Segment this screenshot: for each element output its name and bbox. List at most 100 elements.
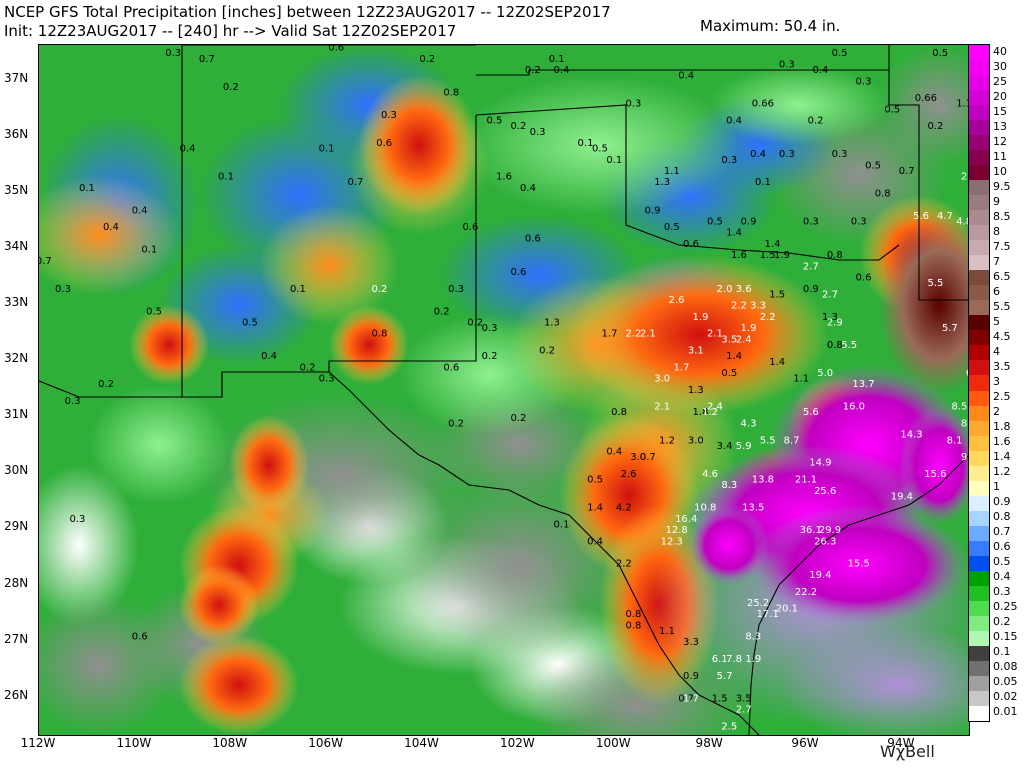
legend-label: 12 (993, 134, 1007, 148)
precip-value: 13.5 (742, 503, 764, 514)
precip-value: 5.6 (913, 211, 929, 222)
legend-swatch (969, 690, 989, 707)
precipitation-map: 0.30.70.30.10.40.50.20.40.70.30.20.40.10… (38, 44, 970, 736)
precip-value: 0.2 (300, 362, 316, 373)
precip-blob (569, 255, 829, 415)
precip-value: 0.5 (664, 222, 680, 233)
latitude-label: 32N (4, 351, 29, 366)
precip-value: 0.1 (290, 284, 306, 295)
precip-value: 19.4 (891, 491, 913, 502)
precip-value: 0.4 (554, 65, 570, 76)
precip-value: 10.8 (694, 503, 716, 514)
legend-swatch (969, 420, 989, 437)
legend-swatch (969, 300, 989, 316)
precip-value: 0.1 (319, 144, 335, 155)
legend-label: 9 (993, 194, 1000, 208)
precip-value: 0.7 (640, 452, 656, 463)
panhandle-border (475, 104, 900, 261)
latitude-label: 29N (4, 519, 29, 534)
longitude-label: 102W (499, 736, 535, 750)
precip-value: 14.9 (809, 458, 831, 469)
precip-value: 1.1 (664, 166, 680, 177)
precip-value: 0.5 (486, 116, 502, 127)
latitude-label: 37N (4, 70, 29, 85)
precip-value: 0.3 (832, 149, 848, 160)
precip-value: 0.2 (362, 45, 378, 48)
legend-swatch (969, 570, 989, 587)
precip-value: 0.8 (827, 250, 843, 261)
legend-label: 0.9 (993, 495, 1011, 509)
precip-value: 0.5 (721, 368, 737, 379)
legend-label: 0.5 (993, 555, 1011, 569)
precip-value: 0.3 (851, 217, 867, 228)
precip-value: 21.1 (795, 475, 817, 486)
legend-label: 1.4 (993, 450, 1011, 464)
precip-value: 0.9 (645, 205, 661, 216)
legend-swatch (969, 435, 989, 452)
precip-value: 4.3 (741, 419, 757, 430)
legend-label: 0.25 (993, 600, 1018, 614)
precip-value: 8.1 (947, 435, 963, 446)
longitude-label: 94W (887, 736, 915, 750)
precip-value: 5.7 (942, 323, 958, 334)
legend-swatch (969, 510, 989, 527)
legend-swatch (969, 195, 989, 211)
precip-value: 0.3 (856, 76, 872, 87)
precip-value: 2.7 (736, 705, 752, 716)
precip-value: 0.9 (741, 217, 757, 228)
color-legend (968, 44, 990, 722)
precip-value: 0.6 (132, 632, 148, 643)
legend-swatch (969, 405, 989, 422)
precip-value: 3.4 (717, 441, 733, 452)
precip-value: 8.5 (951, 402, 967, 413)
latitude-label: 28N (4, 575, 29, 590)
precip-value: 1.2 (659, 435, 675, 446)
legend-label: 4 (993, 344, 1000, 358)
precip-value: 0.5 (865, 160, 881, 171)
precip-value: 1.4 (726, 228, 742, 239)
precip-value: 2.4 (961, 172, 969, 183)
legend-swatch (969, 255, 989, 271)
wxbell-logo: WχBell (880, 742, 935, 761)
precip-value: 0.6 (462, 222, 478, 233)
precip-value: 0.9 (803, 284, 819, 295)
precip-value: 1.9 (774, 250, 790, 261)
legend-label: 13 (993, 119, 1007, 133)
precip-value: 1.9 (693, 312, 709, 323)
precip-value: 0.4 (103, 222, 119, 233)
precip-blob (89, 385, 229, 505)
legend-label: 0.6 (993, 540, 1011, 554)
precip-value: 0.2 (434, 306, 450, 317)
precip-value: 5.5 (841, 340, 857, 351)
precip-value: 1.6 (496, 172, 512, 183)
precip-value: 0.1 (554, 519, 570, 530)
precip-value: 1.4 (587, 503, 603, 514)
precip-value: 2.7 (803, 261, 819, 272)
precip-value: 2.2 (731, 301, 747, 312)
legend-swatch (969, 150, 989, 166)
precip-value: 25.6 (814, 486, 836, 497)
precip-value: 1.7 (673, 362, 689, 373)
precip-value: 3.3 (683, 637, 699, 648)
precip-blob (689, 505, 769, 585)
precip-value: 0.1 (606, 155, 622, 166)
legend-label: 0.08 (993, 660, 1018, 674)
legend-label: 7 (993, 254, 1000, 268)
precip-value: 0.2 (419, 54, 435, 65)
legend-label: 2.5 (993, 390, 1011, 404)
precip-value: 0.2 (927, 121, 943, 132)
precip-value: 2.1 (640, 329, 656, 340)
precip-blob (709, 65, 889, 145)
precip-value: 14.3 (900, 430, 922, 441)
legend-swatch (969, 105, 989, 121)
legend-label: 20 (993, 89, 1007, 103)
legend-swatch (969, 675, 989, 692)
longitude-label: 100W (595, 736, 631, 750)
latitude-label: 30N (4, 463, 29, 478)
precip-value: 0.8 (625, 620, 641, 631)
legend-swatch (969, 585, 989, 602)
precip-value: 0.3 (381, 110, 397, 121)
legend-label: 3 (993, 375, 1000, 388)
precip-value: 3.1 (688, 346, 704, 357)
precip-value: 0.9 (683, 671, 699, 682)
